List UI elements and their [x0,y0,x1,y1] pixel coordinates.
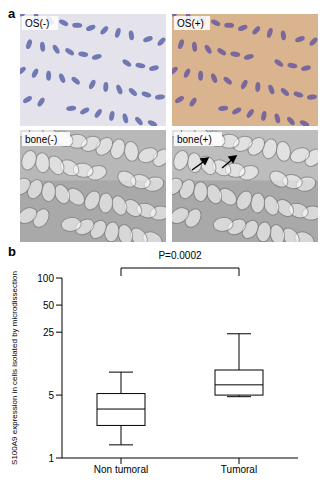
svg-text:1: 1 [48,453,54,464]
html-text:a: a [8,6,16,21]
svg-text:Tumoral: Tumoral [221,464,257,475]
svg-text:5: 5 [48,390,54,401]
svg-text:25: 25 [43,327,55,338]
html-text:P=0.0002: P=0.0002 [158,250,202,261]
svg-text:50: 50 [43,300,55,311]
svg-text:bone(-): bone(-) [25,134,57,145]
svg-text:OS(-): OS(-) [25,18,49,29]
svg-text:Non tumoral: Non tumoral [94,464,148,475]
svg-text:bone(+): bone(+) [177,134,212,145]
svg-text:OS(+): OS(+) [177,18,204,29]
html-text:b: b [8,244,16,259]
svg-text:S100A9 expression in cells iso: S100A9 expression in cells isolated by m… [10,271,19,465]
svg-text:100: 100 [37,273,54,284]
